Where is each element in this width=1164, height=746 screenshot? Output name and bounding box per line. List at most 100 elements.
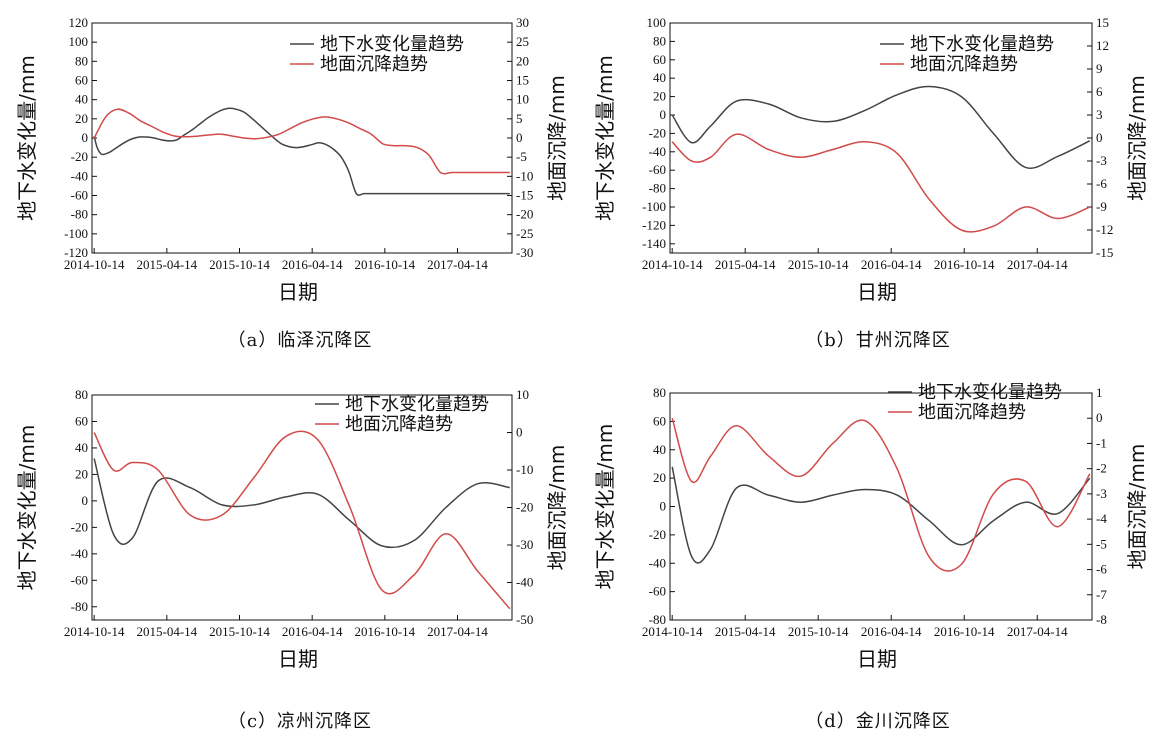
y-tick-label: 0 (660, 499, 667, 514)
x-tick-label: 2015-10-14 (209, 257, 270, 272)
x-tick-label: 2016-04-14 (282, 257, 343, 272)
y-tick-label: 60 (75, 413, 88, 428)
y2-tick-label: -40 (516, 575, 533, 590)
x-tick-label: 2014-10-14 (642, 624, 703, 639)
x-tick-label: 2015-04-14 (715, 257, 776, 272)
y2-tick-label: 15 (1096, 15, 1109, 30)
y2-tick-label: -12 (1096, 222, 1113, 237)
y2-tick-label: 30 (516, 15, 529, 30)
y2-tick-label: -10 (516, 168, 533, 183)
y2-axis-label: 地面沉降/mm (1125, 75, 1149, 201)
y2-tick-label: 0 (1096, 130, 1103, 145)
y-tick-label: 40 (75, 92, 88, 107)
y2-tick-label: -9 (1096, 199, 1107, 214)
y-tick-label: -120 (64, 245, 88, 260)
y2-tick-label: -15 (516, 188, 533, 203)
x-tick-label: 2015-10-14 (788, 624, 849, 639)
legend-label: 地下水变化量趋势 (918, 382, 1062, 403)
figure-caption: （d）金川沉降区 (805, 711, 951, 732)
y-tick-label: 40 (75, 440, 88, 455)
y2-tick-label: 0 (516, 425, 523, 440)
y-tick-label: 60 (75, 73, 88, 88)
x-tick-label: 2016-04-14 (861, 624, 922, 639)
y-tick-label: -140 (642, 236, 666, 251)
legend-label: 地面沉降趋势 (910, 54, 1018, 75)
x-tick-label: 2016-04-14 (861, 257, 922, 272)
series-line-groundwater (93, 107, 510, 196)
y2-tick-label: 0 (1096, 410, 1103, 425)
series-line-subsidence (671, 133, 1091, 233)
y2-tick-label: -30 (516, 245, 533, 260)
y2-tick-label: 9 (1096, 61, 1103, 76)
y-axis-label: 地下水变化量/mm (15, 55, 39, 221)
plot-frame (669, 22, 1093, 254)
x-axis-label: 日期 (278, 280, 318, 304)
y-tick-label: -80 (71, 599, 88, 614)
y2-tick-label: 15 (516, 73, 529, 88)
x-tick-label: 2017-04-14 (427, 257, 488, 272)
y-tick-label: 120 (69, 15, 89, 30)
y-tick-label: 20 (75, 466, 88, 481)
y-tick-label: 80 (75, 387, 88, 402)
y-tick-label: 20 (653, 89, 666, 104)
y2-axis-label: 地面沉降/mm (545, 445, 569, 571)
x-tick-label: 2016-10-14 (934, 624, 995, 639)
y-tick-label: -40 (649, 144, 666, 159)
y-tick-label: -100 (64, 226, 88, 241)
y2-tick-label: -25 (516, 226, 533, 241)
y-tick-label: -100 (642, 199, 666, 214)
y-tick-label: -60 (71, 188, 88, 203)
x-tick-label: 2015-10-14 (788, 257, 849, 272)
series-line-groundwater (671, 85, 1091, 169)
x-axis-label: 日期 (857, 647, 897, 671)
y-tick-label: -60 (71, 572, 88, 587)
y-tick-label: 0 (660, 107, 667, 122)
y2-tick-label: 25 (516, 34, 529, 49)
y2-tick-label: 6 (1096, 84, 1103, 99)
y-tick-label: 60 (653, 52, 666, 67)
y2-tick-label: 20 (516, 53, 529, 68)
legend-label: 地面沉降趋势 (345, 414, 453, 435)
y-tick-label: -60 (649, 584, 666, 599)
series-line-subsidence (93, 108, 510, 175)
legend-label: 地下水变化量趋势 (910, 34, 1054, 55)
y-tick-label: 40 (653, 442, 666, 457)
chart-panel-1: -140-120-100-80-60-40-20020406080100-15-… (593, 15, 1149, 304)
figure-caption: （a）临泽沉降区 (228, 330, 373, 351)
y-tick-label: 80 (75, 53, 88, 68)
y-tick-label: -20 (649, 527, 666, 542)
y2-axis-label: 地面沉降/mm (1125, 444, 1149, 570)
y2-tick-label: 0 (516, 130, 523, 145)
y2-tick-label: 1 (1096, 385, 1103, 400)
series-line-groundwater (671, 466, 1091, 564)
series-line-groundwater (93, 458, 510, 549)
y2-tick-label: -5 (1096, 536, 1107, 551)
y-tick-label: 100 (647, 15, 667, 30)
x-tick-label: 2017-04-14 (427, 624, 488, 639)
y2-tick-label: -2 (1096, 461, 1107, 476)
x-tick-label: 2014-10-14 (64, 624, 125, 639)
figure-caption: （c）凉州沉降区 (228, 711, 372, 732)
y2-axis-label: 地面沉降/mm (545, 75, 569, 201)
x-tick-label: 2017-04-14 (1007, 257, 1068, 272)
x-tick-label: 2016-10-14 (934, 257, 995, 272)
y2-tick-label: -3 (1096, 153, 1107, 168)
y2-tick-label: -5 (516, 149, 527, 164)
y-tick-label: -40 (71, 168, 88, 183)
y-tick-label: 60 (653, 413, 666, 428)
y-tick-label: 0 (82, 130, 89, 145)
y2-tick-label: -20 (516, 207, 533, 222)
y2-tick-label: 10 (516, 92, 529, 107)
y-tick-label: -20 (71, 149, 88, 164)
x-tick-label: 2016-10-14 (355, 257, 416, 272)
y-tick-label: -20 (649, 125, 666, 140)
y-tick-label: 20 (75, 111, 88, 126)
y-tick-label: -40 (649, 555, 666, 570)
x-tick-label: 2015-10-14 (209, 624, 270, 639)
y2-tick-label: -4 (1096, 511, 1107, 526)
y-tick-label: -20 (71, 519, 88, 534)
series-line-subsidence (93, 430, 511, 610)
figure-caption: （b）甘州沉降区 (805, 330, 951, 351)
x-tick-label: 2016-04-14 (282, 624, 343, 639)
y2-tick-label: -50 (516, 612, 533, 627)
